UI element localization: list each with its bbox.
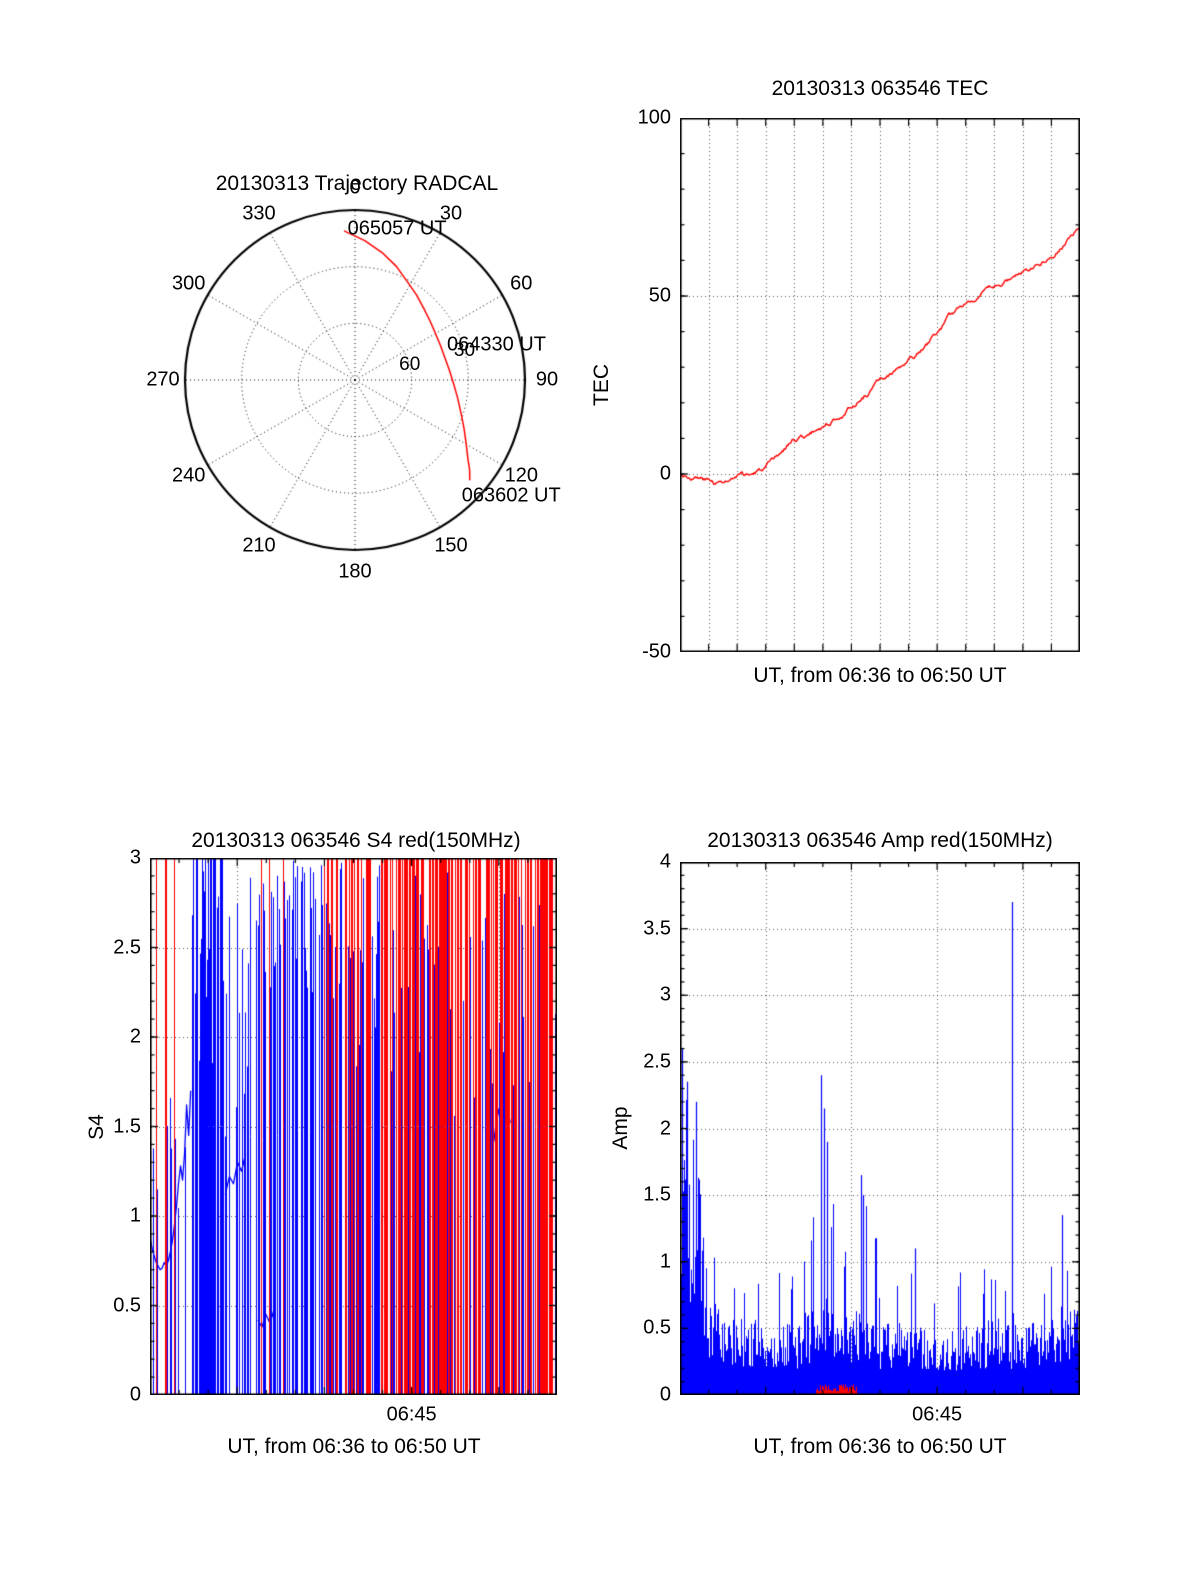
amp-title: 20130313 063546 Amp red(150MHz) (707, 829, 1053, 852)
tec-y-axis-label: TEC (590, 364, 613, 406)
amp-plot-canvas (680, 862, 1080, 1395)
s4-title: 20130313 063546 S4 red(150MHz) (191, 829, 521, 852)
y-tick-label: 0 (659, 1383, 671, 1406)
y-tick-label: 1.5 (113, 1115, 141, 1137)
azimuth-tick-label: 300 (172, 272, 206, 295)
amp-x-axis-label: UT, from 06:36 to 06:50 UT (753, 1435, 1007, 1458)
y-tick-label: 4 (659, 850, 671, 873)
s4-plot-canvas (150, 858, 557, 1395)
y-tick-label: 2.5 (113, 936, 141, 958)
y-tick-label: 1 (129, 1204, 141, 1227)
y-tick-label: 2 (659, 1117, 671, 1139)
azimuth-tick-label: 0 (349, 176, 361, 199)
y-tick-label: 50 (648, 284, 671, 307)
y-tick-label: 1.5 (643, 1183, 671, 1206)
trajectory-title: 20130313 Trajectory RADCAL (215, 172, 499, 195)
azimuth-tick-label: 210 (242, 534, 276, 557)
azimuth-tick-label: 30 (439, 202, 463, 225)
azimuth-tick-label: 120 (504, 464, 538, 487)
azimuth-tick-label: 180 (338, 560, 372, 583)
y-tick-label: 0 (129, 1383, 141, 1406)
s4-y-axis-label: S4 (85, 1114, 108, 1140)
trajectory-time-annotation: 063602 UT (461, 484, 561, 507)
y-tick-label: 2 (129, 1025, 141, 1048)
y-tick-label: 2.5 (643, 1050, 671, 1073)
x-tick-label: 06:45 (912, 1403, 963, 1426)
tec-title: 20130313 063546 TEC (771, 77, 989, 100)
y-tick-label: 0.5 (113, 1294, 141, 1316)
tec-plot-canvas (680, 118, 1080, 652)
azimuth-tick-label: 60 (510, 272, 533, 295)
x-tick-label: 06:45 (386, 1403, 437, 1426)
tec-x-axis-label: UT, from 06:36 to 06:50 UT (753, 664, 1007, 687)
amp-y-axis-label: Amp (609, 1106, 632, 1150)
azimuth-tick-label: 330 (242, 202, 276, 225)
y-tick-label: 3.5 (643, 917, 671, 940)
s4-x-axis-label: UT, from 06:36 to 06:50 UT (227, 1435, 481, 1458)
y-tick-label: -50 (642, 640, 671, 663)
elevation-ring-label: 60 (399, 354, 421, 376)
y-tick-label: 0.5 (643, 1316, 671, 1339)
trajectory-time-annotation: 064330 UT (446, 333, 546, 356)
y-tick-label: 1 (659, 1250, 671, 1273)
azimuth-tick-label: 150 (434, 534, 468, 557)
azimuth-tick-label: 90 (535, 368, 559, 391)
trajectory-polar-canvas (175, 200, 535, 560)
y-tick-label: 3 (129, 846, 141, 869)
azimuth-tick-label: 240 (172, 464, 206, 487)
azimuth-tick-label: 270 (146, 368, 180, 391)
y-tick-label: 0 (659, 462, 671, 485)
y-tick-label: 3 (659, 983, 671, 1006)
trajectory-time-annotation: 065057 UT (347, 217, 447, 240)
y-tick-label: 100 (637, 106, 671, 129)
elevation-ring-label: 30 (453, 339, 476, 361)
